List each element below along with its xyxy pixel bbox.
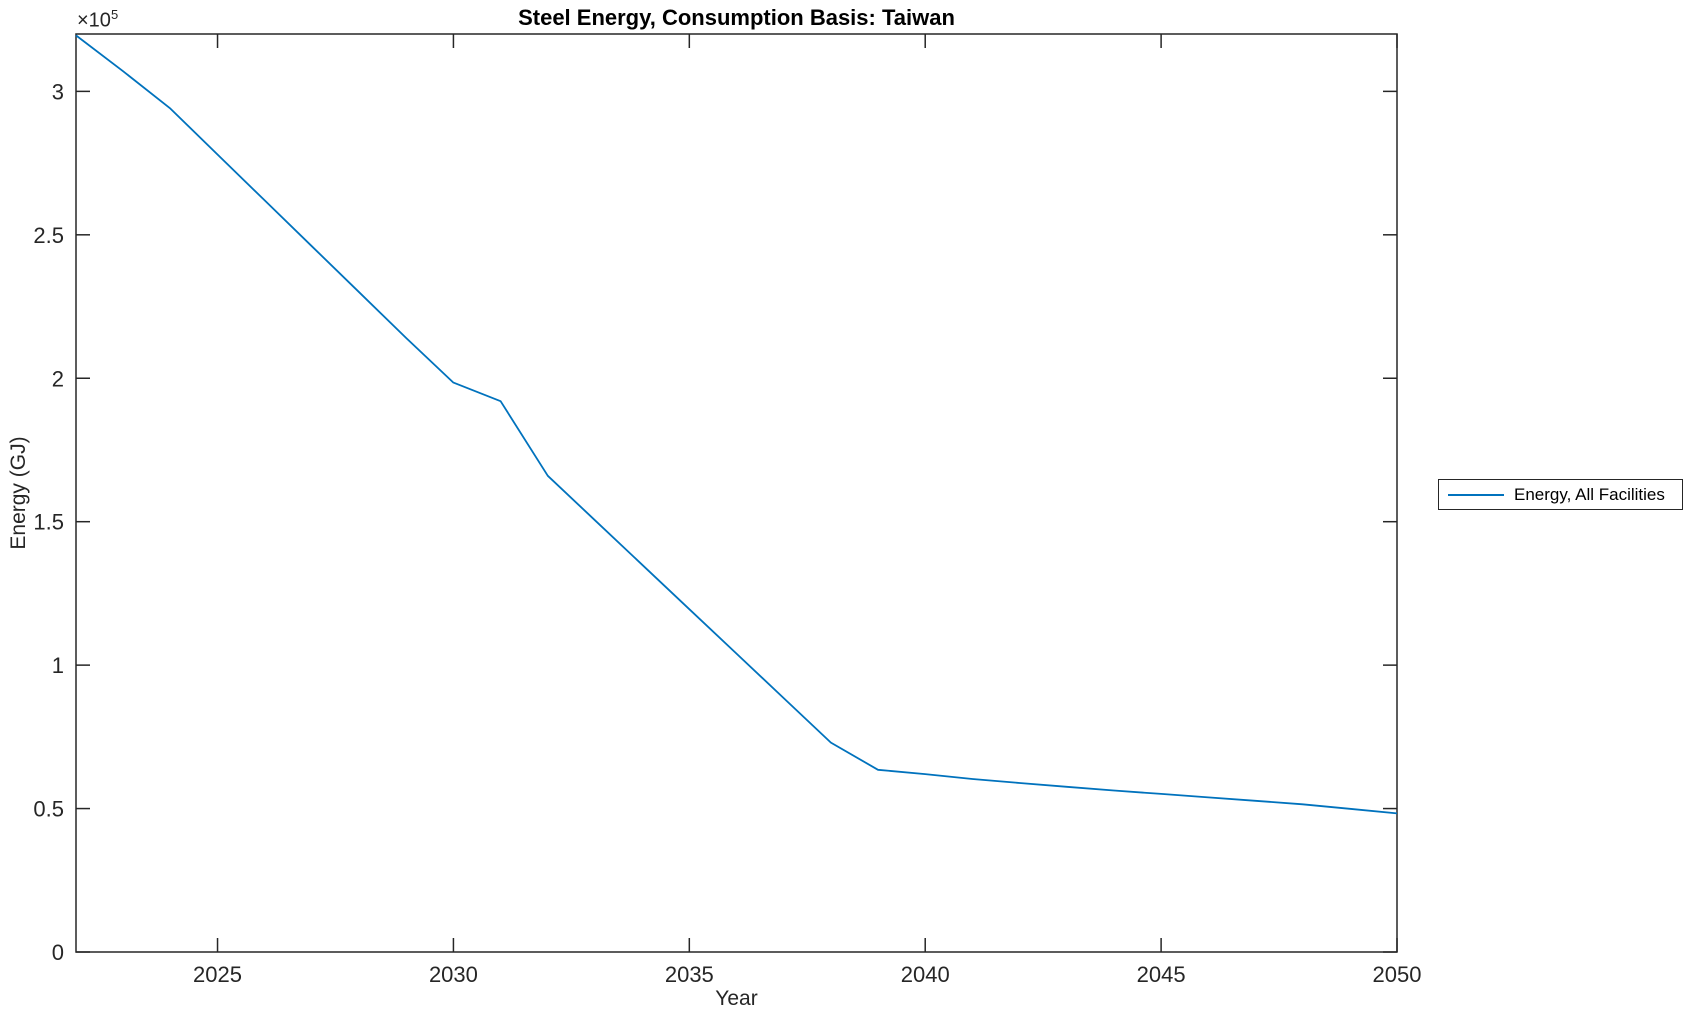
x-tick-label: 2045 xyxy=(1137,962,1186,987)
legend-line-sample xyxy=(1448,493,1504,496)
x-tick-label: 2030 xyxy=(429,962,478,987)
legend-box: Energy, All Facilities xyxy=(1438,479,1683,510)
y-tick-label: 0 xyxy=(52,940,64,965)
legend-entry-label: Energy, All Facilities xyxy=(1514,484,1665,504)
x-tick-label: 2025 xyxy=(193,962,242,987)
y-tick-label: 1.5 xyxy=(33,510,64,535)
x-tick-label: 2040 xyxy=(901,962,950,987)
y-tick-label: 0.5 xyxy=(33,797,64,822)
x-tick-label: 2050 xyxy=(1373,962,1422,987)
plot-box xyxy=(75,33,1398,953)
x-tick-label: 2035 xyxy=(665,962,714,987)
y-tick-label: 3 xyxy=(52,79,64,104)
y-axis-multiplier: ×105 xyxy=(77,7,118,33)
chart-title: Steel Energy, Consumption Basis: Taiwan xyxy=(518,5,955,30)
y-tick-label: 1 xyxy=(52,653,64,678)
data-line-energy-all-facilities xyxy=(75,34,1398,815)
y-tick-label: 2.5 xyxy=(33,223,64,248)
y-tick-label: 2 xyxy=(52,366,64,391)
x-axis-label: Year xyxy=(715,987,758,1010)
y-axis-multiplier-exponent: 5 xyxy=(110,7,119,22)
y-axis-multiplier-base: ×10 xyxy=(77,9,111,32)
y-axis-label: Energy (GJ) xyxy=(7,436,30,550)
